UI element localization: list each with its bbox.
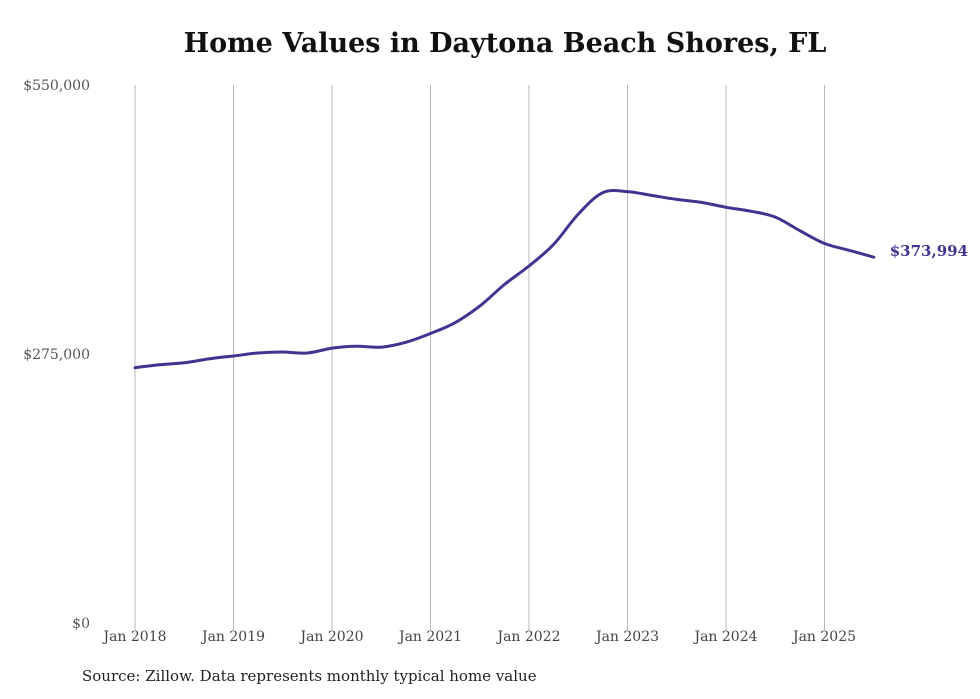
- x-tick-label: Jan 2021: [397, 629, 462, 645]
- x-tick-label: Jan 2020: [298, 629, 363, 645]
- x-tick-label: Jan 2025: [791, 629, 856, 645]
- y-tick-label: $0: [72, 616, 90, 632]
- y-tick-label: $550,000: [23, 78, 90, 94]
- y-tick-label: $275,000: [23, 347, 90, 363]
- chart-title: Home Values in Daytona Beach Shores, FL: [183, 28, 827, 59]
- end-value-label: $373,994: [890, 242, 968, 260]
- x-tick-label: Jan 2022: [495, 629, 560, 645]
- x-tick-label: Jan 2019: [200, 629, 265, 645]
- series-line: [133, 189, 876, 370]
- source-note: Source: Zillow. Data represents monthly …: [82, 667, 537, 685]
- x-tick-label: Jan 2024: [692, 629, 757, 645]
- x-tick-label: Jan 2018: [101, 629, 166, 645]
- x-tick-label: Jan 2023: [594, 629, 659, 645]
